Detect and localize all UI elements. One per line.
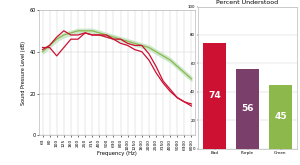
Text: 74: 74 <box>208 92 221 100</box>
Bar <box>236 69 259 148</box>
Text: 56: 56 <box>241 104 254 113</box>
Text: 45: 45 <box>274 112 287 121</box>
X-axis label: Frequency (Hz): Frequency (Hz) <box>97 151 137 156</box>
Title: Percent Understood: Percent Understood <box>216 0 279 5</box>
Y-axis label: Sound Pressure Level (dB): Sound Pressure Level (dB) <box>22 41 26 105</box>
Bar <box>269 85 292 148</box>
Bar <box>203 44 226 148</box>
